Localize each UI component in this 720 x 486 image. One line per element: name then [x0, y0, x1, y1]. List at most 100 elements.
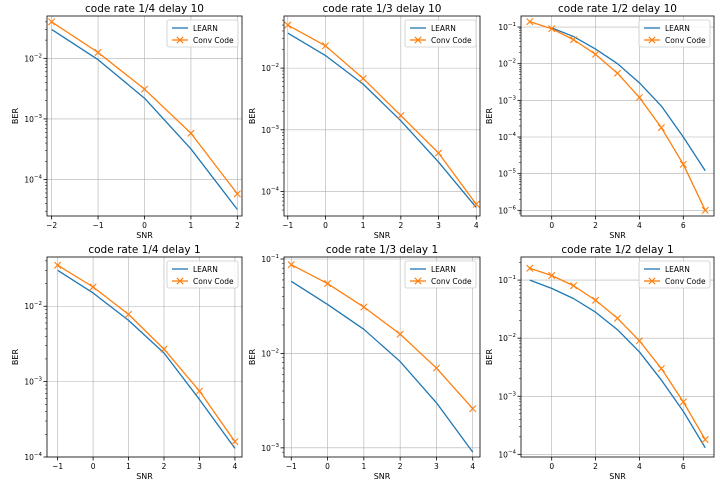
x-tick-label: −1 — [286, 462, 297, 471]
legend-entry-label: Conv Code — [431, 277, 472, 286]
y-axis-label: BER — [248, 349, 257, 366]
legend-entry-label: Conv Code — [665, 36, 706, 45]
x-tick-label: 0 — [325, 462, 330, 471]
plot-area — [47, 257, 242, 457]
chart-panel: −1 0 1 2 3 4 10−4 10−3 10−2 code rate 1/4 delay 1… — [11, 244, 243, 481]
legend-conv-code-marker — [176, 36, 184, 44]
x-tick-label: 2 — [593, 462, 598, 471]
legend-conv-code-marker — [414, 36, 422, 44]
legend-conv-code-marker — [648, 36, 656, 44]
legend: LEARN Conv Code — [166, 19, 239, 48]
conv-code-data-point — [160, 345, 168, 353]
conv-code-data-point — [570, 282, 578, 290]
axes-frame — [46, 256, 243, 458]
chart-title: code rate 1/4 delay 10 — [85, 3, 204, 15]
y-tick-label: 10−3 — [261, 125, 279, 135]
chart-title: code rate 1/4 delay 1 — [88, 244, 200, 256]
conv-code-data-point — [432, 364, 441, 372]
conv-code-data-point — [284, 21, 292, 29]
plot-area — [284, 257, 480, 457]
axes-frame — [520, 15, 715, 217]
legend: LEARN Conv Code — [166, 260, 239, 289]
conv-code-data-point — [613, 314, 622, 322]
x-axis-label: SNR — [609, 231, 626, 240]
conv-code-data-point — [548, 271, 556, 280]
plot-area — [521, 257, 714, 457]
legend-entry-label: Conv Code — [193, 36, 234, 45]
conv-code-data-point — [397, 111, 405, 120]
y-tick-label: 10−2 — [24, 53, 42, 63]
y-tick-label: 10−2 — [498, 59, 516, 69]
conv-code-data-point — [396, 330, 404, 338]
x-tick-label: 3 — [434, 462, 439, 471]
x-tick-label: 1 — [189, 221, 194, 230]
x-axis-label: SNR — [609, 472, 626, 481]
y-axis-label: BER — [11, 349, 20, 366]
learn-series-line — [287, 32, 477, 208]
learn-series-line — [551, 27, 706, 172]
x-tick-label: 0 — [549, 462, 554, 471]
conv-code-data-point — [635, 93, 644, 102]
x-tick-label: 4 — [637, 221, 642, 230]
x-tick-label: 1 — [361, 462, 366, 471]
x-tick-label: 3 — [197, 462, 202, 471]
x-tick-label: 2 — [398, 221, 403, 230]
x-tick-label: −1 — [93, 221, 104, 230]
x-tick-label: 4 — [233, 462, 238, 471]
x-axis-label: SNR — [374, 231, 391, 240]
legend-entry-label: LEARN — [665, 24, 690, 33]
axes-frame — [283, 256, 481, 458]
conv-code-data-point — [48, 18, 56, 26]
conv-code-data-point — [526, 264, 534, 272]
learn-series-line — [51, 28, 238, 210]
y-tick-label: 10−3 — [498, 391, 516, 401]
y-tick-label: 10−4 — [498, 132, 516, 142]
y-tick-label: 10−4 — [24, 452, 42, 462]
y-tick-label: 10−4 — [261, 186, 279, 196]
legend-conv-code-marker — [176, 277, 184, 285]
x-tick-label: 0 — [549, 221, 554, 230]
legend-entry-label: LEARN — [193, 24, 218, 33]
axes-frame — [283, 15, 481, 217]
chart-title: code rate 1/2 delay 1 — [561, 244, 673, 256]
y-axis-label: BER — [248, 108, 257, 125]
y-tick-label: 10−4 — [498, 449, 516, 459]
x-tick-label: 1 — [126, 462, 131, 471]
y-tick-label: 10−5 — [498, 169, 516, 179]
learn-series-line — [529, 279, 706, 449]
conv-code-data-point — [591, 50, 600, 58]
chart-title: code rate 1/3 delay 10 — [323, 3, 442, 15]
y-tick-label: 10−4 — [24, 175, 42, 185]
y-tick-label: 10−3 — [498, 95, 516, 105]
conv-code-data-point — [187, 129, 195, 137]
conv-code-data-point — [124, 310, 133, 318]
y-tick-label: 10−1 — [261, 254, 279, 264]
conv-code-series-line — [287, 24, 477, 205]
x-axis-label: SNR — [136, 472, 153, 481]
conv-code-data-point — [195, 387, 204, 395]
conv-code-data-point — [472, 200, 480, 208]
x-tick-label: 4 — [470, 462, 475, 471]
legend-entry-label: LEARN — [193, 265, 218, 274]
y-axis-label: BER — [485, 108, 494, 125]
y-tick-label: 10−1 — [498, 275, 516, 285]
x-tick-label: −2 — [46, 221, 57, 230]
x-tick-label: 1 — [361, 221, 366, 230]
x-tick-label: 0 — [323, 221, 328, 230]
conv-code-data-point — [359, 74, 367, 83]
y-tick-label: 10−2 — [24, 301, 42, 311]
y-axis-label: BER — [11, 108, 20, 125]
conv-code-data-point — [613, 69, 622, 77]
y-tick-label: 10−2 — [498, 333, 516, 343]
legend: LEARN Conv Code — [638, 19, 711, 48]
x-axis-label: SNR — [374, 472, 391, 481]
y-axis-label: BER — [485, 349, 494, 366]
conv-code-data-point — [679, 160, 687, 168]
conv-code-data-point — [570, 36, 578, 44]
conv-code-series-line — [290, 264, 474, 410]
y-tick-label: 10−2 — [261, 348, 279, 358]
conv-code-data-point — [469, 405, 477, 413]
legend: LEARN Conv Code — [404, 19, 477, 48]
x-tick-label: −1 — [52, 462, 63, 471]
